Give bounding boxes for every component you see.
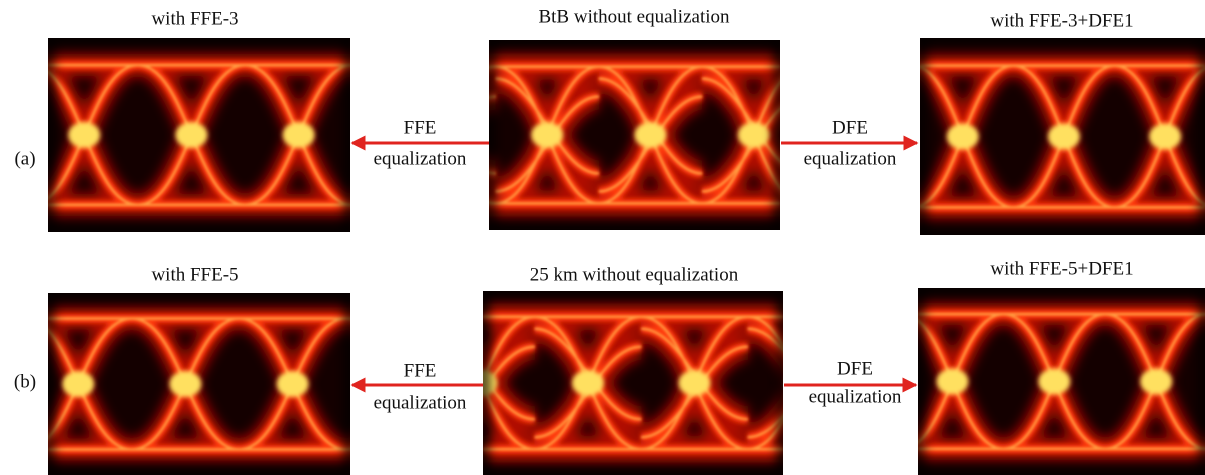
row-label: (a) bbox=[14, 148, 35, 169]
panel-title: with FFE-5+DFE1 bbox=[990, 258, 1133, 279]
arrow-label: equalization bbox=[374, 392, 467, 413]
eye-crossing bbox=[572, 370, 604, 396]
arrow-label: FFE bbox=[404, 360, 437, 381]
eye-crossing bbox=[68, 122, 100, 148]
eye-crossing bbox=[466, 370, 498, 396]
arrow-label: equalization bbox=[374, 148, 467, 169]
eye-crossing bbox=[1048, 124, 1080, 150]
eye-crossing bbox=[531, 122, 563, 148]
arrow-label: DFE bbox=[837, 358, 873, 379]
eye-crossing bbox=[1140, 369, 1172, 395]
eye-diagrams bbox=[0, 38, 1205, 475]
eye-crossing bbox=[936, 369, 968, 395]
panel-title: with FFE-3+DFE1 bbox=[990, 10, 1133, 31]
eye-crossing bbox=[175, 122, 207, 148]
eye-crossing bbox=[169, 371, 201, 397]
eye-crossing bbox=[1149, 124, 1181, 150]
eye-crossing bbox=[283, 122, 315, 148]
eye-crossing bbox=[277, 371, 309, 397]
eye-crossing bbox=[635, 122, 667, 148]
panel-title: with FFE-5 bbox=[151, 264, 238, 285]
eye-crossing bbox=[679, 370, 711, 396]
eye-crossing bbox=[947, 124, 979, 150]
arrow-label: equalization bbox=[809, 386, 902, 407]
panel-title: BtB without equalization bbox=[538, 6, 730, 27]
panel-title: with FFE-3 bbox=[151, 8, 238, 29]
row-label: (b) bbox=[14, 371, 36, 392]
arrow-label: equalization bbox=[804, 148, 897, 169]
eye-crossing bbox=[738, 122, 770, 148]
panel-title: 25 km without equalization bbox=[530, 264, 739, 285]
eye-crossing bbox=[62, 371, 94, 397]
eye-diagram bbox=[710, 38, 1205, 235]
figure: (a) with FFE-3 BtB without equalization … bbox=[0, 0, 1205, 475]
eye-crossing bbox=[1038, 369, 1070, 395]
arrow-label: DFE bbox=[832, 117, 868, 138]
arrow-label: FFE bbox=[404, 117, 437, 138]
